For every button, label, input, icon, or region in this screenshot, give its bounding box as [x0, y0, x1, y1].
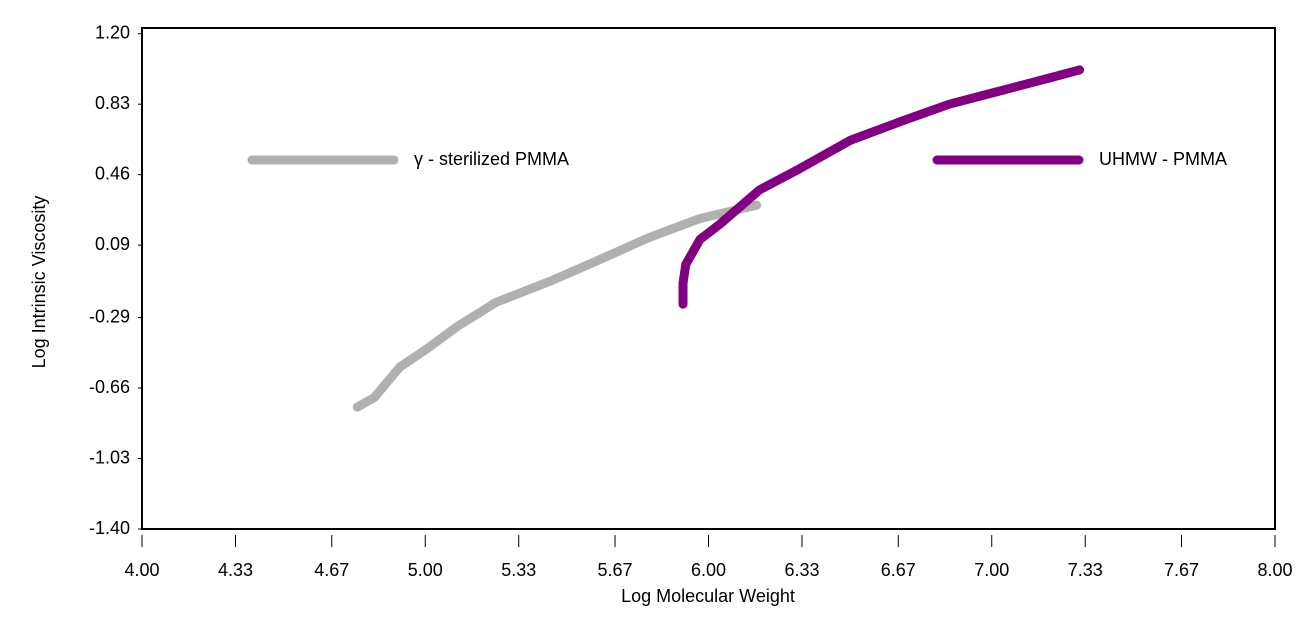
data-line — [678, 65, 1085, 309]
x-tick-label: 6.00 — [691, 560, 726, 580]
y-tick-label: 1.20 — [95, 22, 130, 42]
x-tick-label: 5.00 — [408, 560, 443, 580]
x-tick-label: 7.33 — [1068, 560, 1103, 580]
y-tick-label: 0.46 — [95, 163, 130, 183]
y-tick-label: -1.40 — [89, 518, 130, 538]
y-tick-label: -0.66 — [89, 377, 130, 397]
y-tick-label: -1.03 — [89, 447, 130, 467]
x-tick-label: 7.00 — [974, 560, 1009, 580]
legend-label: UHMW - PMMA — [1099, 149, 1227, 169]
y-tick-label: -0.29 — [89, 306, 130, 326]
x-tick-label: 5.67 — [598, 560, 633, 580]
plot-frame — [141, 27, 1276, 530]
x-tick-label: 4.33 — [218, 560, 253, 580]
y-axis-label: Log Intrinsic Viscosity — [29, 196, 49, 369]
y-tick-label: 0.83 — [95, 93, 130, 113]
data-line — [352, 200, 762, 412]
x-tick-label: 5.33 — [501, 560, 536, 580]
legend-label: γ - sterilized PMMA — [414, 149, 569, 169]
x-tick-label: 4.00 — [124, 560, 159, 580]
x-tick-label: 6.67 — [881, 560, 916, 580]
x-axis-label: Log Molecular Weight — [621, 586, 795, 606]
x-tick-label: 6.33 — [784, 560, 819, 580]
x-tick-label: 4.67 — [314, 560, 349, 580]
y-tick-label: 0.09 — [95, 234, 130, 254]
x-tick-label: 7.67 — [1164, 560, 1199, 580]
x-tick-label: 8.00 — [1257, 560, 1292, 580]
